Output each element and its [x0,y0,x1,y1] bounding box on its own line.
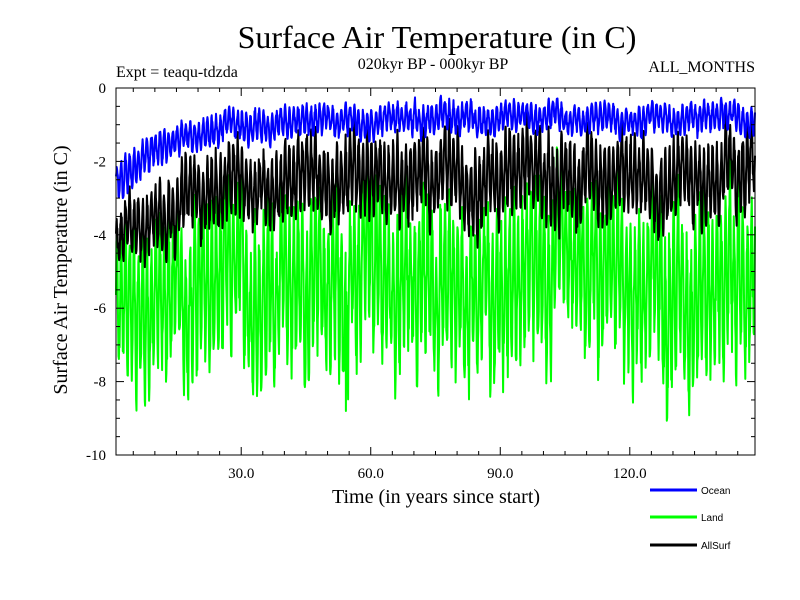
x-tick-label: 90.0 [487,466,513,482]
y-tick-label: -4 [94,228,107,244]
legend-label-allsurf: AllSurf [701,541,731,552]
y-tick-label: -8 [94,375,107,391]
x-axis-label: Time (in years since start) [332,486,540,508]
series-line-allsurf [115,109,756,269]
months-label: ALL_MONTHS [648,59,755,76]
axis-tick-labels: 30.0 60.0 90.0 120.0 0 -2 -4 -6 -8 -10 [86,81,647,482]
data-lines [115,94,756,422]
y-tick-label: 0 [99,81,107,97]
y-tick-label: -2 [94,154,107,170]
y-axis-label: Surface Air Temperature (in C) [50,145,72,394]
series-line-land [115,146,756,422]
chart-subtitle: 020kyr BP - 000kyr BP [358,56,509,73]
chart-title: Surface Air Temperature (in C) [238,19,637,55]
legend: Ocean Land AllSurf [650,486,731,552]
x-tick-label: 30.0 [228,466,254,482]
series-line-ocean [115,94,756,199]
legend-label-ocean: Ocean [701,486,730,497]
y-tick-label: -10 [86,448,106,464]
legend-label-land: Land [701,513,723,524]
y-tick-label: -6 [94,301,107,317]
axis-ticks [116,87,755,456]
experiment-label: Expt = teaqu-tdzda [116,64,238,81]
x-tick-label: 60.0 [358,466,384,482]
x-tick-label: 120.0 [613,466,647,482]
